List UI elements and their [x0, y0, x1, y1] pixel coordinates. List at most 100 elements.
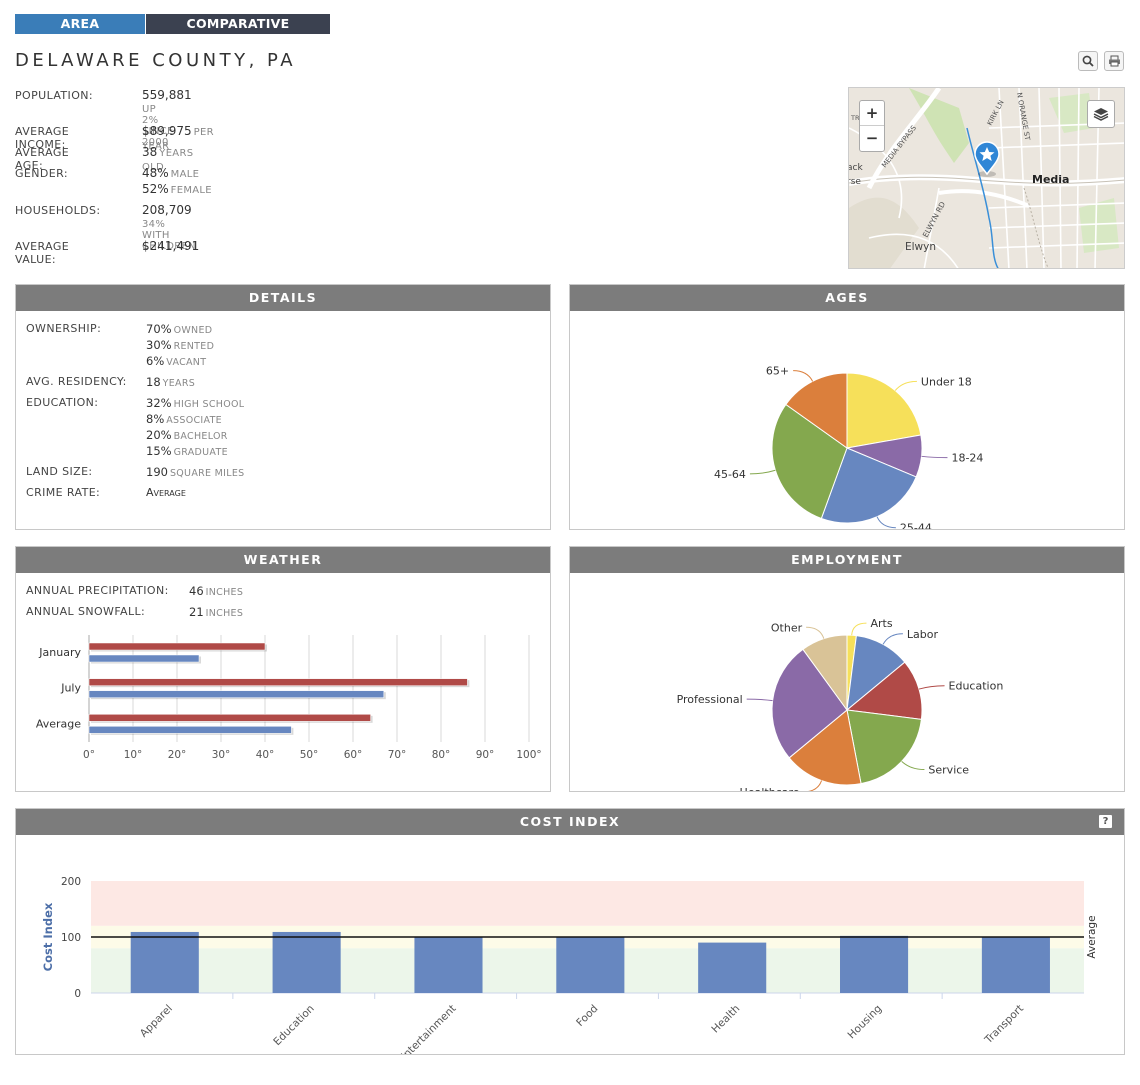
ages-connector-18-24: [921, 455, 948, 459]
cost-bar-housing[interactable]: [840, 935, 909, 993]
employment-label-healthcare: Healthcare: [740, 786, 800, 791]
employment-connector-other: [806, 626, 825, 639]
weather-category-january: January: [38, 646, 81, 659]
weather-bar-january-0[interactable]: [88, 642, 266, 651]
details-panel: DETAILS OWNERSHIP: 70% OWNED 30% RENTED 6%…: [15, 284, 551, 530]
cost-index-header: COST INDEX: [16, 809, 1124, 835]
tab-comparative-analysis[interactable]: COMPARATIVE ANALYSIS: [146, 14, 330, 51]
education-label: EDUCATION:: [26, 396, 99, 409]
zoom-button[interactable]: [1078, 51, 1098, 71]
cost-bar-education[interactable]: [272, 931, 341, 993]
income-value: $89,975 PER YEAR: [142, 124, 214, 152]
weather-x-tick: 40°: [256, 749, 275, 761]
cost-bar-apparel[interactable]: [130, 931, 199, 993]
map-layers-button[interactable]: [1087, 100, 1115, 128]
weather-category-july: July: [60, 682, 81, 695]
employment-label-education: Education: [949, 680, 1004, 693]
cost-y-axis-label: Cost Index: [41, 902, 55, 971]
employment-connector-service: [901, 760, 925, 771]
weather-x-tick: 80°: [432, 749, 451, 761]
ages-label-45-64: 45-64: [714, 468, 746, 481]
employment-connector-healthcare: [803, 780, 823, 793]
education-graduate: 15% GRADUATE: [146, 444, 228, 458]
weather-x-tick: 10°: [124, 749, 143, 761]
ages-label-25-44: 25-44: [900, 522, 932, 529]
weather-x-tick: 60°: [344, 749, 363, 761]
ages-pie-chart: Under 18 18-24 25-44 45-64 65+: [714, 365, 983, 535]
cost-y-tick: 200: [61, 876, 81, 888]
crime-value: Average: [146, 486, 186, 499]
help-button[interactable]: ?: [1099, 815, 1112, 828]
cost-y-tick: 100: [61, 932, 81, 944]
cost-category-housing: Housing: [846, 1003, 885, 1042]
cost-index-bar-chart: 0 100 200 Cost Index Average Apparel Education…: [41, 876, 1098, 1065]
weather-x-tick: 90°: [476, 749, 495, 761]
weather-bar-average-0[interactable]: [88, 714, 371, 722]
employment-label-other: Other: [771, 621, 803, 634]
avg-value-value: $241,491: [142, 239, 200, 253]
map-label-horse: rse: [849, 177, 861, 187]
cost-category-food: Food: [574, 1003, 600, 1029]
ages-connector-65: [793, 370, 814, 382]
cost-bar-health[interactable]: [698, 942, 767, 993]
weather-x-tick: 70°: [388, 749, 407, 761]
ages-label-18-24: 18-24: [951, 452, 983, 465]
ages-connector-under-18: [894, 380, 917, 391]
weather-panel: WEATHER ANNUAL PRECIPITATION: 46 INCHES A…: [15, 546, 551, 792]
age-value: 38 YEARS OLD: [142, 145, 194, 173]
weather-bar-january-1[interactable]: [88, 654, 200, 663]
weather-bar-average-1[interactable]: [88, 726, 292, 734]
crime-label: CRIME RATE:: [26, 486, 101, 499]
snow-value: 21 INCHES: [189, 605, 244, 619]
cost-bar-food[interactable]: [556, 937, 625, 993]
weather-bar-july-0[interactable]: [88, 678, 468, 686]
residency-value: 18 YEARS: [146, 375, 196, 389]
print-button[interactable]: [1104, 51, 1124, 71]
age-label: AVERAGE AGE:: [15, 146, 70, 172]
employment-connector-education: [918, 685, 945, 690]
cost-average-label: Average: [1086, 915, 1098, 958]
ages-slice-65[interactable]: [785, 372, 848, 449]
weather-x-tick: 0°: [83, 749, 95, 761]
tab-area-overview[interactable]: AREA OVERVIEW: [15, 14, 145, 51]
population-sub: UP 2% SINCE 2000: [142, 104, 174, 148]
location-map[interactable]: Media Elwyn ELWYN RD MEDIA BYPASS KIRK L…: [848, 87, 1125, 269]
weather-x-tick: 20°: [168, 749, 187, 761]
printer-icon: [1108, 55, 1120, 67]
residency-label: AVG. RESIDENCY:: [26, 375, 127, 388]
cost-category-education: Education: [271, 1003, 316, 1048]
magnifier-icon: [1082, 55, 1094, 67]
ownership-label: OWNERSHIP:: [26, 322, 102, 335]
weather-category-average: Average: [36, 717, 81, 730]
ages-header: AGES: [570, 285, 1124, 311]
ownership-rented: 30% RENTED: [146, 338, 215, 352]
zoom-out-button[interactable]: −: [865, 129, 879, 147]
employment-slice-other[interactable]: [802, 634, 848, 712]
map-pin-icon[interactable]: [974, 141, 1000, 177]
top-tabs: AREA OVERVIEW COMPARATIVE ANALYSIS: [15, 14, 330, 51]
zoom-in-button[interactable]: +: [860, 101, 884, 126]
layers-icon: [1093, 108, 1109, 121]
ages-slice-under-18[interactable]: [846, 372, 922, 449]
weather-bar-july-1[interactable]: [88, 690, 385, 698]
employment-slice-education[interactable]: [845, 661, 923, 720]
cost-bar-entertainment[interactable]: [414, 937, 483, 993]
population-label: POPULATION:: [15, 89, 93, 102]
ages-connector-25-44: [876, 516, 896, 529]
cost-category-entertainment: Entertainment: [397, 1003, 459, 1054]
income-label: AVERAGE INCOME:: [15, 125, 70, 151]
cost-y-tick: 0: [74, 988, 81, 1000]
ages-label-under-18: Under 18: [921, 375, 972, 388]
ownership-vacant: 6% VACANT: [146, 354, 207, 368]
employment-slice-professional[interactable]: [771, 648, 848, 759]
employment-label-professional: Professional: [677, 693, 743, 706]
households-value: 208,709: [142, 203, 192, 217]
weather-header: WEATHER: [16, 547, 550, 573]
employment-connector-professional: [746, 698, 773, 702]
map-label-media: Media: [1032, 173, 1069, 186]
snow-label: ANNUAL SNOWFALL:: [26, 605, 146, 618]
cost-category-apparel: Apparel: [138, 1003, 175, 1040]
details-header: DETAILS: [16, 285, 550, 311]
education-bachelor: 20% BACHELOR: [146, 428, 228, 442]
cost-bar-transport[interactable]: [981, 937, 1050, 993]
